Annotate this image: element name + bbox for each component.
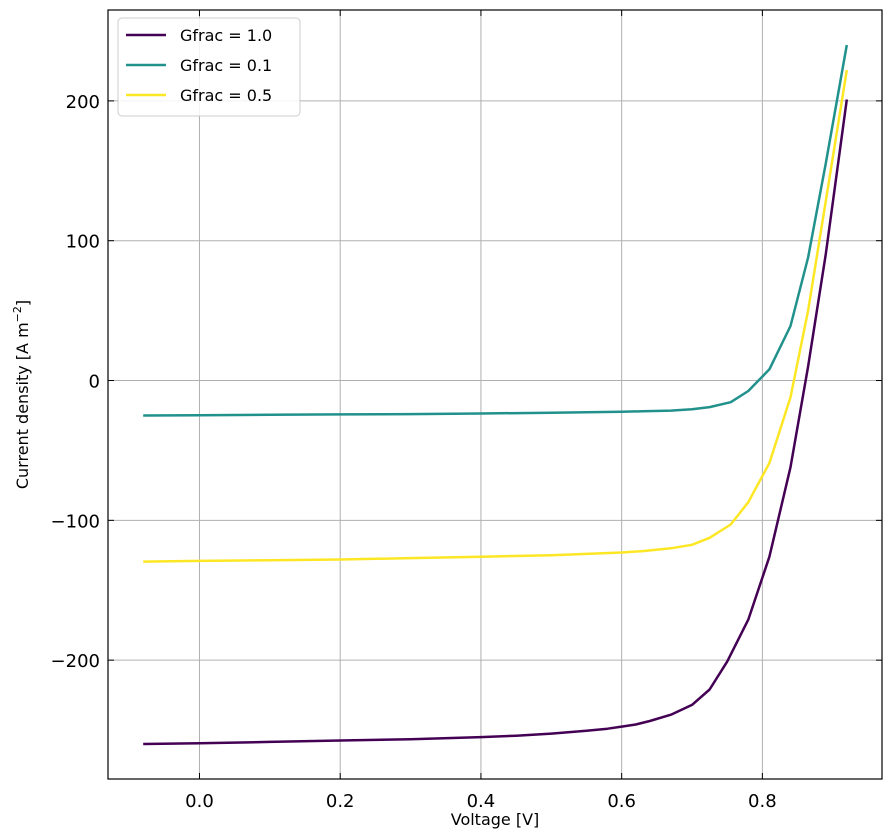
y-axis-label: Current density [A m−2] (11, 300, 32, 489)
series-line-1 (143, 99, 849, 746)
legend-box (117, 17, 301, 117)
series-line-2 (143, 44, 849, 417)
legend-label-1: Gfrac = 1.0 (180, 26, 272, 45)
y-tick-label: 100 (66, 232, 100, 253)
y-axis-label-end: ] (13, 300, 32, 306)
y-tick-label: 200 (66, 92, 100, 113)
series-group (143, 44, 849, 746)
y-axis-label-sup: −2 (11, 306, 24, 322)
y-tick-label: 0 (89, 372, 100, 393)
legend-label-3: Gfrac = 0.5 (180, 86, 272, 105)
legend-label-2: Gfrac = 0.1 (180, 56, 272, 75)
x-tick-label: 0.4 (467, 791, 496, 812)
x-tick-label: 0.6 (607, 791, 636, 812)
grid (108, 10, 882, 779)
plot-frame (107, 9, 883, 780)
legend: Gfrac = 1.0 Gfrac = 0.1 Gfrac = 0.5 (117, 17, 301, 117)
y-tick-label: −100 (51, 511, 100, 532)
x-tick-label: 0.2 (326, 791, 355, 812)
x-tick-label: 0.0 (185, 791, 214, 812)
axis-ticks (108, 10, 882, 779)
tick-labels: 0.0 0.2 0.4 0.6 0.8 −200 −100 0 100 200 (51, 92, 777, 812)
y-axis-label-main: Current density [A m (13, 322, 32, 489)
y-tick-label: −200 (51, 651, 100, 672)
series-line-3 (143, 69, 849, 563)
x-tick-label: 0.8 (748, 791, 777, 812)
x-axis-label: Voltage [V] (451, 810, 540, 829)
